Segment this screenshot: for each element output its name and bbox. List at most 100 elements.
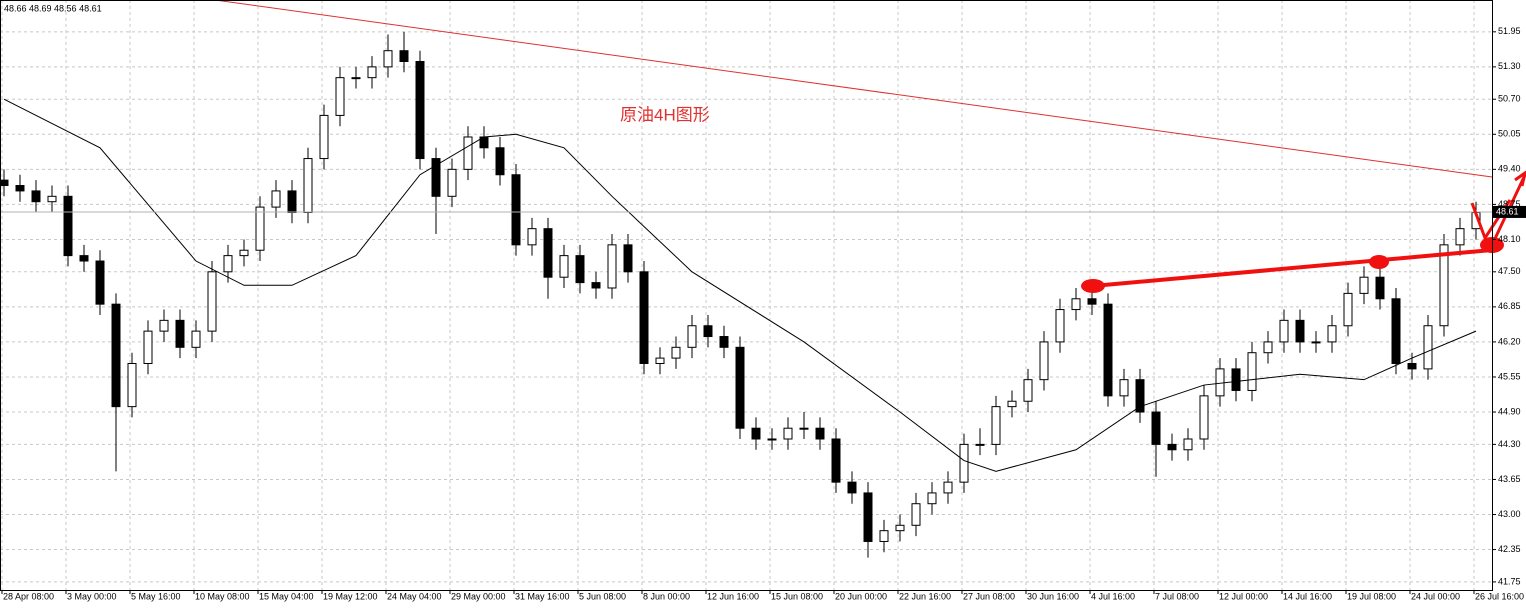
neckline [1092,248,1493,288]
y-tick-label: 49.40 [1498,164,1521,174]
candle-body [1039,341,1049,381]
candle-body [335,77,345,116]
candle-body [671,346,681,359]
x-tick-label: 24 May 04:00 [387,591,442,601]
candle-body [1199,395,1209,440]
candle-body [175,319,185,348]
y-tick-label: 46.85 [1498,301,1521,311]
candle-body [191,330,201,348]
candle-body [543,228,553,278]
x-tick-label: 10 May 08:00 [195,591,250,601]
y-tick-label: 51.30 [1498,61,1521,71]
candle-body [1215,368,1225,397]
candle-body [1311,341,1321,344]
candle-body [1151,411,1161,445]
candle-body [15,185,25,192]
candle-body [207,271,217,332]
candle-body [1055,309,1065,343]
candle-body [975,443,985,446]
candle-body [687,325,697,348]
candle-body [1087,298,1097,305]
x-tick-label: 12 Jul 00:00 [1219,591,1268,601]
candle-body [1439,244,1449,327]
trend-line [214,0,1493,178]
candle-body [767,438,777,441]
candle-body [799,427,809,430]
candle-body [1375,276,1385,300]
marker [1081,279,1105,293]
candle-body [511,174,521,246]
candle-body [495,147,505,176]
candle-body [1119,379,1129,397]
header: 48.66 48.69 48.56 48.61 [4,3,102,13]
candle-body [1247,352,1257,391]
candle-body [415,60,425,160]
x-tick-label: 20 Jun 00:00 [835,591,887,601]
candle-body [383,50,393,68]
y-tick-label: 44.90 [1498,406,1521,416]
candle-body [79,255,89,262]
y-tick-label: 43.65 [1498,474,1521,484]
candle-body [1343,292,1353,327]
y-tick-label: 50.70 [1498,94,1521,104]
x-tick-label: 7 Jul 08:00 [1155,591,1199,601]
candle-body [303,158,313,213]
candle-body [1455,228,1465,246]
candle-body [1023,379,1033,402]
candle-body [751,427,761,440]
candle-body [63,195,73,257]
candle-body [1295,319,1305,343]
candle-body [991,406,1001,445]
candle-body [1231,368,1241,391]
candle-body [399,50,409,62]
candle-body [367,66,377,79]
candle-body [31,190,41,203]
candle-body [927,492,937,505]
x-tick-label: 24 Jul 00:00 [1411,591,1460,601]
candle-body [895,524,905,532]
y-tick-label: 50.05 [1498,129,1521,139]
x-tick-label: 5 May 16:00 [131,591,181,601]
x-tick-label: 15 Jun 08:00 [771,591,823,601]
candle-body [639,271,649,364]
y-tick-label: 45.55 [1498,371,1521,381]
candle-body [879,530,889,542]
candle-body [591,282,601,289]
y-tick-label: 44.30 [1498,439,1521,449]
y-tick-label: 43.00 [1498,509,1521,519]
candle-body [95,260,105,305]
x-tick-label: 15 May 04:00 [259,591,314,601]
annotation: 原油4H图形 [620,105,710,124]
candle-body [575,255,585,284]
candle-body [143,330,153,364]
x-tick-label: 30 Jun 16:00 [1027,591,1079,601]
x-tick-label: 28 Apr 08:00 [3,591,54,601]
y-tick-label: 48.75 [1498,199,1521,209]
x-tick-label: 26 Jul 16:00 [1475,591,1524,601]
x-tick-label: 4 Jul 16:00 [1091,591,1135,601]
marker [1369,255,1389,269]
candle-body [223,255,233,273]
candle-body [287,190,297,213]
moving-average [3,98,1477,472]
candle-body [271,190,281,208]
x-tick-label: 14 Jul 16:00 [1283,591,1332,601]
y-tick-label: 42.35 [1498,544,1521,554]
candle-body [431,158,441,197]
candle-body [1279,319,1289,343]
y-tick-label: 47.50 [1498,266,1521,276]
candle-body [447,168,457,197]
candle-body [735,346,745,429]
candle-body [623,244,633,273]
candle-body [1407,362,1417,370]
y-tick-label: 48.10 [1498,234,1521,244]
candle-body [527,228,537,246]
candle-body [1103,303,1113,397]
candle-body [351,77,361,80]
candle-body [1391,298,1401,364]
candle-body [815,427,825,440]
x-tick-label: 27 Jun 08:00 [963,591,1015,601]
candle-body [911,503,921,526]
candle-body [847,481,857,494]
